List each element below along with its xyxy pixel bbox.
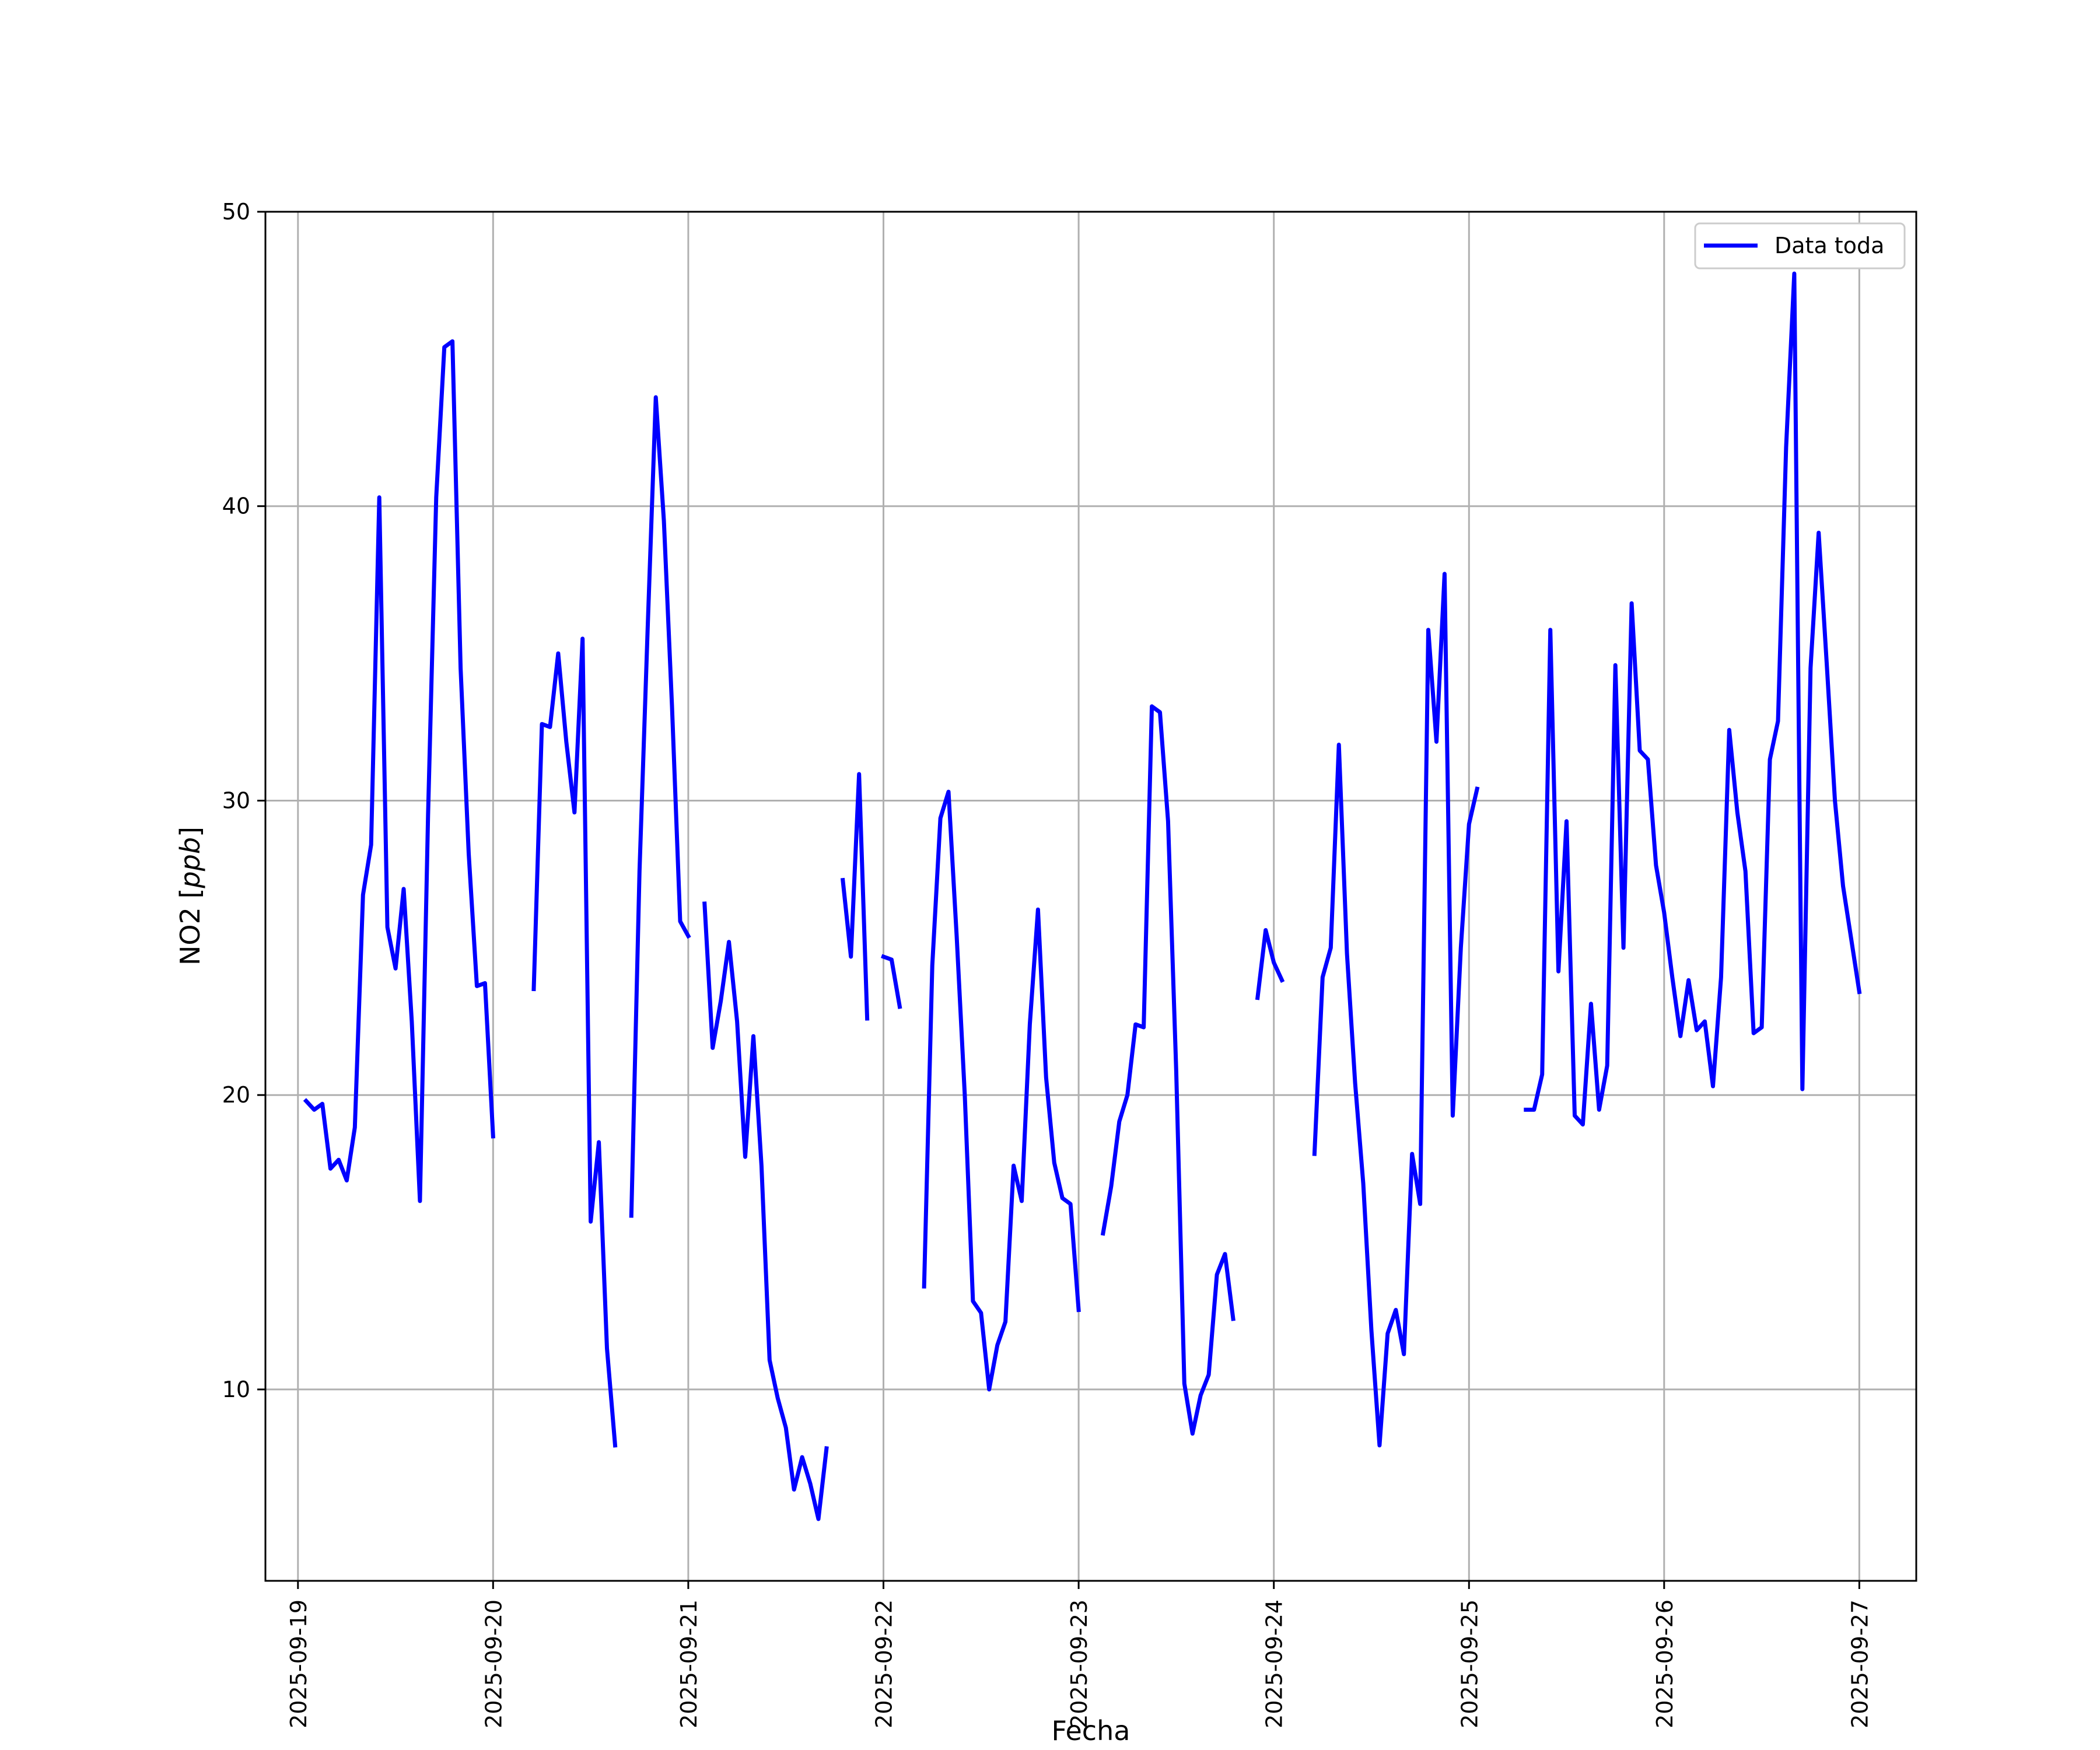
series-line-segment: [881, 954, 902, 1009]
x-tick-label: 2025-09-21: [676, 1600, 702, 1728]
legend-box: [1694, 222, 1906, 270]
series-line-segment: [303, 339, 495, 1203]
series-line-segment: [1100, 704, 1236, 1436]
y-tick-label: 20: [222, 1082, 250, 1108]
x-tick-label: 2025-09-24: [1262, 1600, 1287, 1728]
y-axis-title: NO2 [ppb]: [174, 827, 206, 965]
y-tick-label: 40: [222, 494, 250, 519]
series-line-segment: [1312, 572, 1480, 1448]
y-axis-title-base: NO2 [: [174, 888, 206, 965]
y-tick-label: 50: [222, 199, 250, 225]
y-tick-label: 30: [222, 788, 250, 814]
x-tick-label: 2025-09-19: [286, 1600, 312, 1728]
y-tick-label: 10: [222, 1377, 250, 1402]
legend: Data toda: [1694, 222, 1906, 270]
series-line-segment: [531, 636, 618, 1448]
series-line-segment: [840, 772, 870, 1021]
series-line-segment: [1524, 271, 1862, 1127]
y-axis-title-close: ]: [174, 827, 206, 837]
plot-frame: [264, 211, 1917, 1582]
series-line-segment: [702, 901, 829, 1521]
x-tick-label: 2025-09-22: [872, 1600, 897, 1728]
y-axis-title-unit: ppb: [174, 837, 206, 889]
series-line-segment: [629, 395, 691, 1218]
series-line-segment: [922, 789, 1081, 1392]
legend-label: Data toda: [1774, 233, 1884, 258]
series-layer: [303, 271, 1862, 1521]
x-axis: 2025-09-19 2025-09-20 2025-09-21 2025-09-22…: [286, 1581, 1873, 1728]
y-axis: 10 20 30 40 50: [222, 199, 265, 1402]
x-tick-label: 2025-09-25: [1457, 1600, 1482, 1728]
x-axis-title: Fecha: [1052, 1715, 1130, 1746]
series-line-segment: [1255, 928, 1285, 1000]
x-tick-label: 2025-09-23: [1066, 1600, 1092, 1728]
x-tick-label: 2025-09-27: [1847, 1600, 1873, 1728]
x-tick-label: 2025-09-20: [481, 1600, 506, 1728]
x-tick-label: 2025-09-26: [1652, 1600, 1678, 1728]
